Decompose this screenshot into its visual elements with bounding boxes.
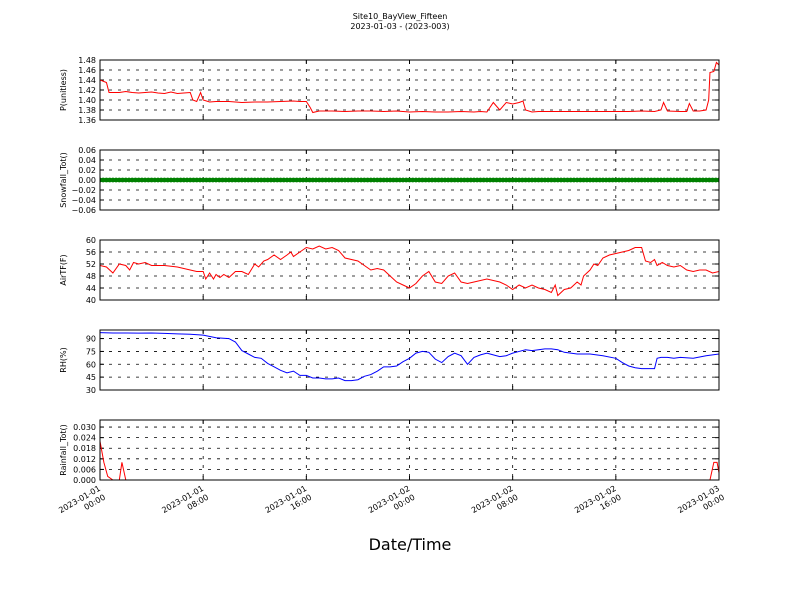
- panel-frame: [99, 239, 720, 301]
- y-axis-title: RH(%): [59, 347, 68, 372]
- panel-frame: [99, 59, 720, 121]
- panel-frame: [99, 419, 720, 481]
- y-tick-label: 0.06: [78, 146, 96, 155]
- y-axis-title: Rainfall_Tot(): [59, 424, 68, 476]
- y-tick-label: 1.44: [78, 76, 96, 85]
- x-tick-label: 2023-01-0200:00: [367, 484, 417, 524]
- data-point: [716, 177, 719, 183]
- series-line: [100, 441, 719, 480]
- x-tick-label: 2023-01-0116:00: [264, 484, 314, 524]
- series-line: [100, 61, 719, 114]
- y-axis-title: AirTF(F): [59, 254, 68, 285]
- y-tick-label: 44: [86, 284, 96, 293]
- y-tick-label: 0.00: [78, 176, 96, 185]
- chart-title: Site10_BayView_Fifteen: [353, 12, 448, 21]
- y-tick-label: −0.06: [71, 206, 96, 215]
- y-axis-title: Snowfall_Tot(): [59, 152, 68, 208]
- x-tick-label: 2023-01-0100:00: [57, 484, 107, 524]
- y-tick-label: 1.36: [78, 116, 96, 125]
- y-tick-label: 1.38: [78, 106, 96, 115]
- panel-1: 1.361.381.401.421.441.461.48 P(unitless): [59, 56, 720, 125]
- y-axis-title: P(unitless): [59, 69, 68, 111]
- y-tick-label: 56: [86, 248, 96, 257]
- panel-frame: [99, 149, 720, 211]
- y-tick-label: 60: [86, 360, 96, 369]
- y-tick-label: −0.02: [71, 186, 96, 195]
- series-line: [100, 245, 719, 297]
- panels-group: 1.361.381.401.421.441.461.48 P(unitless) −…: [57, 56, 726, 524]
- y-tick-label: 0.012: [73, 455, 96, 464]
- panel-3: 40 44 48 52 56 60 AirTF(F): [59, 236, 720, 305]
- y-tick-label: 1.40: [78, 96, 96, 105]
- series-line: [100, 332, 719, 382]
- panel-frame: [99, 329, 720, 391]
- y-tick-label: 1.48: [78, 56, 96, 65]
- x-tick-label: 2023-01-0208:00: [470, 484, 520, 524]
- y-tick-label: −0.04: [71, 196, 96, 205]
- x-tick-label: 2023-01-0216:00: [573, 484, 623, 524]
- y-tick-label: 90: [86, 335, 96, 344]
- y-tick-label: 0.04: [78, 156, 96, 165]
- x-tick-label: 2023-01-0108:00: [160, 484, 210, 524]
- y-tick-label: 45: [86, 373, 96, 382]
- y-tick-label: 0.018: [73, 444, 96, 453]
- y-tick-label: 60: [86, 236, 96, 245]
- y-tick-label: 0.006: [73, 465, 96, 474]
- y-tick-label: 1.46: [78, 66, 96, 75]
- chart-subtitle: 2023-01-03 - (2023-003): [350, 22, 449, 31]
- y-tick-label: 30: [86, 386, 96, 395]
- panel-2: −0.06−0.04−0.020.000.020.040.06 Snowfall_…: [59, 146, 720, 215]
- y-tick-label: 0.02: [78, 166, 96, 175]
- y-tick-label: 52: [86, 260, 96, 269]
- panel-4: 30 45 60 75 90 RH(%): [59, 329, 720, 395]
- x-tick-label: 2023-01-0300:00: [676, 484, 726, 524]
- y-tick-label: 40: [86, 296, 96, 305]
- y-tick-label: 0.000: [73, 476, 96, 485]
- y-tick-label: 1.42: [78, 86, 96, 95]
- series-points: [100, 177, 719, 183]
- y-tick-label: 75: [86, 347, 96, 356]
- x-axis-title: Date/Time: [369, 535, 452, 554]
- y-tick-label: 48: [86, 272, 96, 281]
- y-tick-label: 0.024: [73, 434, 96, 443]
- y-tick-label: 0.030: [73, 423, 96, 432]
